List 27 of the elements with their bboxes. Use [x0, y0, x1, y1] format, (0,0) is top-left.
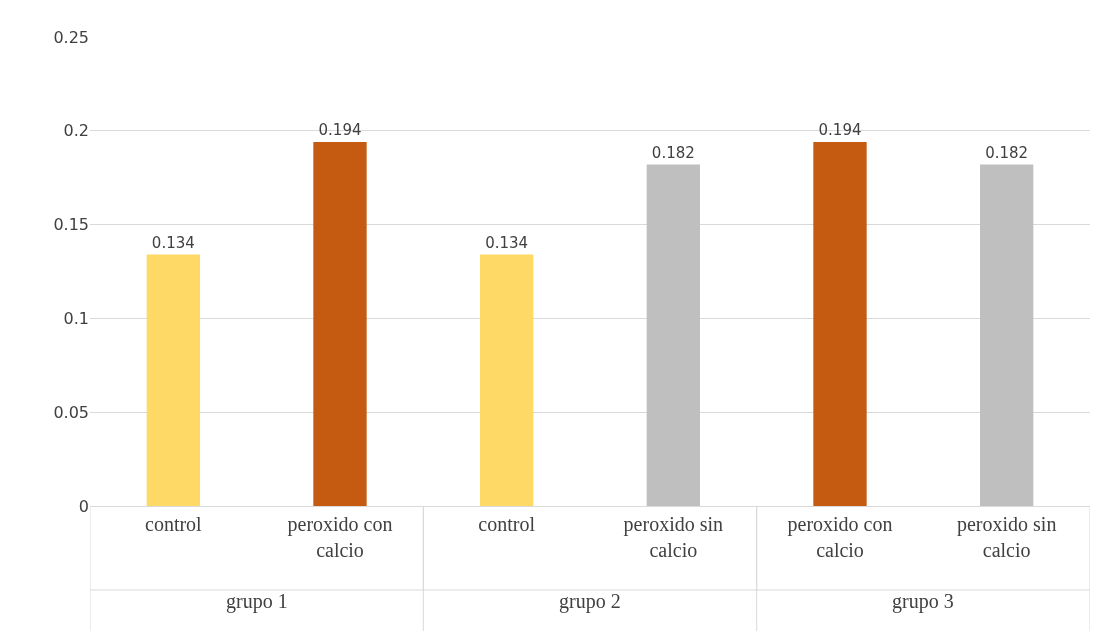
y-tick-label: 0.25 — [53, 27, 89, 47]
text: grupo 3 — [892, 590, 954, 613]
data-label: 0.134 — [151, 233, 195, 252]
y-tick-label: 0.1 — [63, 309, 89, 328]
text: grupo 1 — [226, 590, 288, 613]
text: grupo 2 — [559, 590, 621, 613]
bar — [313, 142, 367, 506]
x-tick-label: peroxido sin calcio — [956, 513, 1057, 561]
bar — [646, 164, 700, 506]
x-tick-label: peroxido con calcio — [287, 513, 393, 561]
data-label: 0.194 — [318, 121, 362, 140]
data-label: 0.194 — [818, 121, 862, 140]
x-tick-label: control — [478, 513, 536, 535]
bar — [813, 142, 867, 506]
data-label: 0.182 — [985, 143, 1029, 162]
y-tick-label: 0.05 — [53, 402, 89, 422]
x-tick-label: control — [145, 513, 203, 535]
bar — [146, 254, 200, 506]
x-tick-label: peroxido con calcio — [787, 513, 893, 561]
bar — [480, 254, 534, 506]
x-tick-label: peroxido sin calcio — [623, 513, 724, 561]
y-tick-label: 0.15 — [53, 215, 89, 235]
bar — [980, 164, 1034, 506]
y-tick-label: 0.2 — [63, 121, 89, 141]
data-label: 0.182 — [651, 143, 695, 162]
y-tick-label: 0 — [78, 496, 89, 516]
data-label: 0.134 — [485, 233, 529, 252]
